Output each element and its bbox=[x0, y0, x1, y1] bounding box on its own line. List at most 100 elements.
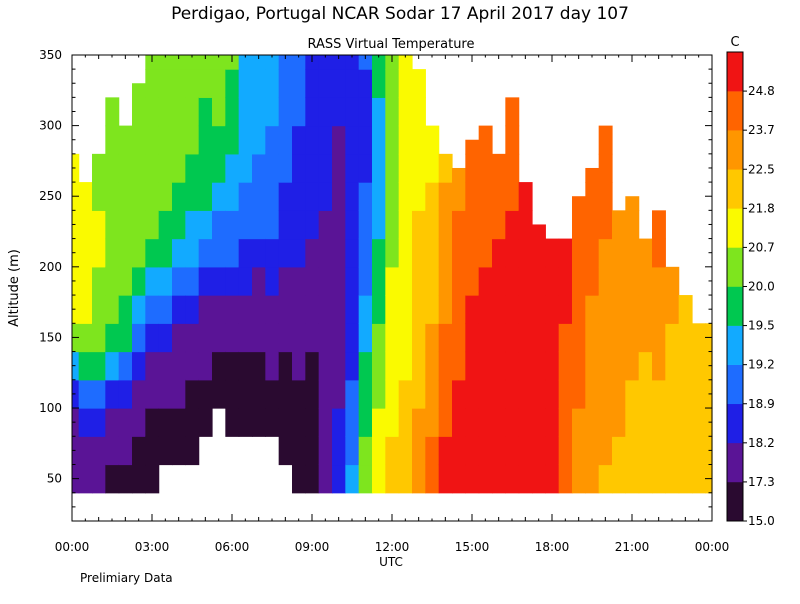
heatmap-cell bbox=[238, 295, 253, 324]
heatmap-cell bbox=[318, 351, 333, 381]
heatmap-cell bbox=[172, 379, 186, 409]
heatmap-cell bbox=[398, 182, 413, 211]
heatmap-cell bbox=[385, 351, 400, 381]
colorbar-label: 19.5 bbox=[748, 319, 775, 333]
heatmap-cell bbox=[225, 69, 240, 98]
heatmap-cell bbox=[385, 379, 400, 409]
heatmap-cell bbox=[518, 436, 533, 466]
heatmap-cell bbox=[158, 295, 173, 324]
y-axis: 50 100 150 200 250 300 350 bbox=[39, 48, 712, 508]
heatmap-cell bbox=[292, 69, 306, 98]
heatmap-cell bbox=[385, 125, 400, 155]
heatmap-cell bbox=[318, 436, 333, 466]
heatmap-cell bbox=[185, 69, 200, 98]
heatmap-cell bbox=[318, 125, 333, 155]
heatmap-cell bbox=[238, 238, 253, 268]
heatmap-cell bbox=[132, 182, 146, 211]
heatmap-cell bbox=[505, 153, 520, 183]
heatmap-cell bbox=[558, 351, 573, 381]
heatmap-cell bbox=[252, 97, 266, 127]
heatmap-cell bbox=[532, 464, 546, 494]
heatmap-cell bbox=[398, 125, 413, 155]
heatmap-cell bbox=[332, 125, 346, 155]
heatmap-cell bbox=[238, 125, 253, 155]
heatmap-cell bbox=[132, 153, 146, 183]
colorbar-swatch bbox=[727, 286, 743, 326]
heatmap-cell bbox=[252, 408, 266, 437]
heatmap-cell bbox=[92, 379, 106, 409]
heatmap-cell bbox=[72, 379, 80, 409]
heatmap-cell bbox=[452, 379, 466, 409]
heatmap-cell bbox=[585, 182, 600, 211]
heatmap-cell bbox=[198, 210, 213, 240]
colorbar-swatch bbox=[727, 130, 743, 170]
heatmap-cell bbox=[252, 351, 266, 381]
footnote: Prelimiary Data bbox=[80, 571, 173, 585]
heatmap-cell bbox=[252, 55, 266, 70]
heatmap-cell bbox=[505, 436, 520, 466]
heatmap-cell bbox=[385, 69, 400, 98]
heatmap-cell bbox=[212, 55, 226, 70]
heatmap-cell bbox=[585, 238, 600, 268]
heatmap-cell bbox=[572, 295, 586, 324]
heatmap-cell bbox=[185, 295, 200, 324]
heatmap-cell bbox=[652, 238, 666, 268]
heatmap-cell bbox=[305, 464, 320, 494]
heatmap-cell bbox=[345, 69, 360, 98]
heatmap-cell bbox=[625, 408, 640, 437]
heatmap-cell bbox=[398, 55, 413, 70]
heatmap-cell bbox=[465, 153, 480, 183]
heatmap-cell bbox=[665, 379, 680, 409]
heatmap-cell bbox=[532, 266, 546, 296]
heatmap-cell bbox=[398, 295, 413, 324]
heatmap-cell bbox=[318, 55, 333, 70]
heatmap-cell bbox=[318, 182, 333, 211]
heatmap-cell bbox=[452, 266, 466, 296]
heatmap-cell bbox=[585, 408, 600, 437]
colorbar-swatch bbox=[727, 325, 743, 365]
heatmap-cell bbox=[132, 266, 146, 296]
heatmap-cell bbox=[478, 408, 493, 437]
heatmap-cell bbox=[305, 210, 320, 240]
heatmap-cell bbox=[598, 210, 613, 240]
heatmap-cell bbox=[92, 351, 106, 381]
heatmap-cell bbox=[358, 408, 373, 437]
heatmap-cell bbox=[265, 351, 280, 381]
heatmap-cell bbox=[332, 210, 346, 240]
heatmap-cell bbox=[372, 323, 386, 353]
heatmap-cell bbox=[358, 55, 373, 70]
heatmap-cell bbox=[225, 210, 240, 240]
heatmap-cell bbox=[265, 238, 280, 268]
heatmap-cell bbox=[305, 436, 320, 466]
heatmap-cell bbox=[78, 266, 93, 296]
heatmap-cell bbox=[385, 210, 400, 240]
y-tick-label: 150 bbox=[39, 330, 62, 344]
heatmap-cell bbox=[172, 182, 186, 211]
heatmap-cell bbox=[78, 379, 93, 409]
heatmap-cell bbox=[105, 379, 120, 409]
heatmap-cell bbox=[385, 464, 400, 494]
heatmap-cell bbox=[638, 238, 653, 268]
heatmap-cell bbox=[492, 379, 506, 409]
heatmap-cell bbox=[492, 323, 506, 353]
heatmap-cell bbox=[238, 55, 253, 70]
heatmap-cell bbox=[145, 436, 160, 466]
heatmap-cell bbox=[505, 379, 520, 409]
heatmap-cell bbox=[358, 323, 373, 353]
heatmap-cell bbox=[212, 125, 226, 155]
heatmap-cell bbox=[678, 379, 693, 409]
heatmap-cell bbox=[145, 266, 160, 296]
heatmap-cell bbox=[372, 379, 386, 409]
heatmap-cell bbox=[398, 379, 413, 409]
heatmap-cell bbox=[198, 182, 213, 211]
heatmap-cell bbox=[652, 210, 666, 240]
heatmap-cell bbox=[292, 153, 306, 183]
heatmap-cell bbox=[225, 238, 240, 268]
heatmap-cell bbox=[292, 295, 306, 324]
y-tick-label: 350 bbox=[39, 48, 62, 62]
heatmap-cell bbox=[345, 295, 360, 324]
heatmap-cell bbox=[265, 295, 280, 324]
heatmap-cell bbox=[132, 351, 146, 381]
heatmap-cell bbox=[585, 379, 600, 409]
